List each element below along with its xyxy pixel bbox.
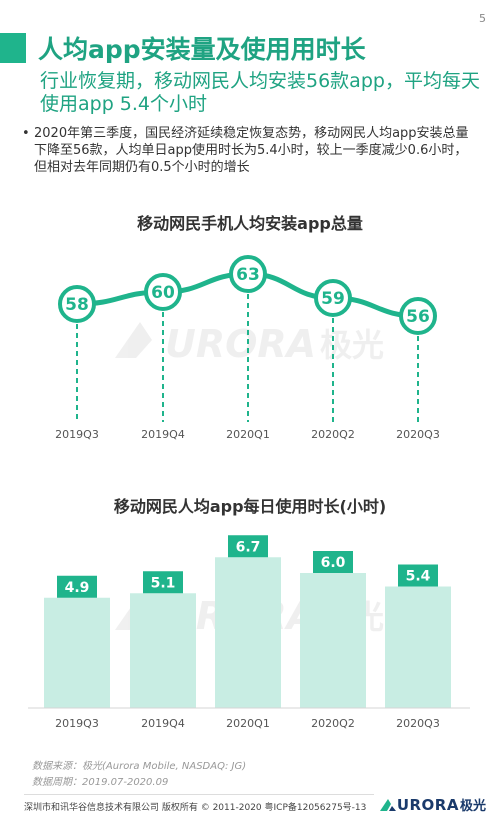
- bar: [44, 597, 110, 708]
- data-label: 63: [236, 265, 260, 285]
- data-period-note: 数据周期：2019.07-2020.09: [32, 777, 169, 788]
- data-source-note: 数据来源：极光(Aurora Mobile, NASDAQ: JG): [32, 761, 247, 772]
- data-label: 5.1: [151, 575, 176, 591]
- bar-label-bg: [143, 571, 183, 594]
- x-tick-label: 2020Q2: [311, 428, 355, 441]
- bar-label-bg: [57, 575, 97, 598]
- page-number: 5: [479, 12, 486, 25]
- bullet-dot-icon: •: [22, 126, 30, 141]
- data-point: [314, 279, 352, 317]
- page-subtitle: 行业恢复期，移动网民人均安装56款app，平均每天使用app 5.4个小时: [40, 70, 480, 115]
- line-chart-title: 移动网民手机人均安装app总量: [137, 214, 363, 233]
- title-accent-bar: [0, 33, 26, 63]
- line-chart: URORA 极光 58 2019Q3 60 2019Q4 63 2020Q1 59 2020Q2 5…: [55, 255, 440, 441]
- data-label: 6.0: [321, 555, 346, 571]
- x-tick-label: 2019Q3: [55, 428, 99, 441]
- footer-divider: [24, 794, 374, 795]
- x-tick-label: 2020Q1: [226, 717, 270, 730]
- aurora-logo-icon: [379, 798, 396, 811]
- bullet-text: 2020年第三季度，国民经济延续稳定恢复态势，移动网民人均app安装总量下降至5…: [34, 126, 469, 175]
- footer-logo-cn: 极光: [459, 799, 486, 814]
- x-tick-label: 2020Q3: [396, 428, 440, 441]
- x-tick-label: 2020Q3: [396, 717, 440, 730]
- x-tick-label: 2019Q4: [141, 428, 185, 441]
- bar: [215, 557, 281, 708]
- data-label: 60: [151, 283, 175, 303]
- x-tick-label: 2019Q4: [141, 717, 185, 730]
- x-tick-label: 2020Q1: [226, 428, 270, 441]
- data-point: [58, 285, 96, 323]
- footer-logo: URORA 极光: [379, 795, 486, 814]
- bullet-paragraph: • 2020年第三季度，国民经济延续稳定恢复态势，移动网民人均app安装总量下降…: [22, 125, 476, 176]
- bar: [385, 586, 451, 708]
- bar: [130, 593, 196, 708]
- page-title: 人均app安装量及使用用时长: [38, 35, 366, 64]
- bar-label-bg: [313, 551, 353, 573]
- bar: [300, 573, 366, 708]
- data-point: [229, 255, 267, 293]
- data-label: 56: [406, 307, 430, 327]
- data-label: 59: [321, 289, 345, 309]
- watermark-logo-icon: [115, 322, 152, 358]
- footer-logo-text: URORA: [396, 795, 459, 814]
- bar-label-bg: [228, 535, 268, 558]
- data-label: 58: [65, 295, 89, 315]
- data-point: [144, 273, 182, 311]
- watermark-text: URORA: [165, 322, 316, 366]
- data-label: 6.7: [236, 539, 261, 555]
- bar-chart: URORA极光4.92019Q35.12019Q46.72020Q16.0202…: [28, 535, 470, 730]
- watermark-cn: 极光: [320, 326, 384, 364]
- x-tick-label: 2019Q3: [55, 717, 99, 730]
- bar-chart-title: 移动网民人均app每日使用时长(小时): [113, 497, 387, 516]
- footer-copyright: 深圳市和讯华谷信息技术有限公司 版权所有 © 2011-2020 粤ICP备12…: [24, 803, 367, 813]
- x-tick-label: 2020Q2: [311, 717, 355, 730]
- data-label: 4.9: [65, 580, 90, 596]
- bar-label-bg: [398, 564, 438, 587]
- data-label: 5.4: [406, 569, 431, 585]
- data-point: [399, 297, 437, 335]
